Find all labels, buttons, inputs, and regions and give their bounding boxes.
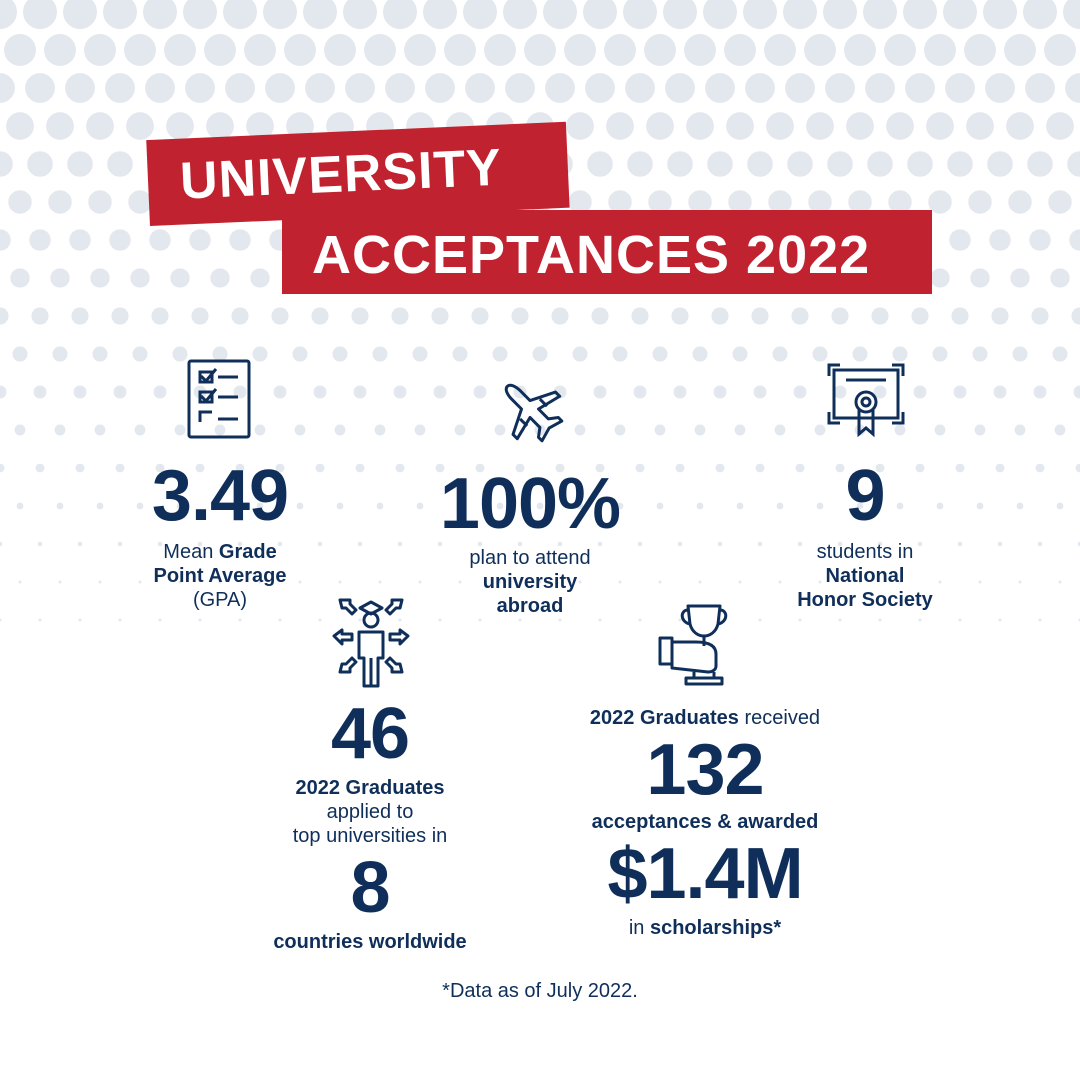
awards-caption-bold1: 2022 Graduates [589,707,739,729]
scholarship-value: $1.4M [607,834,803,914]
gpa-caption-pre: Mean [163,541,219,563]
applied-caption-line2: applied to [326,801,414,823]
applied-value: 46 [330,694,410,774]
airplane-icon [504,383,564,443]
stat-abroad: 100% plan to attend university abroad [420,468,640,618]
stat-awards: 2022 Graduates received 132 acceptances … [540,706,870,940]
gpa-caption-bold2: Point Average [153,565,287,587]
gpa-caption-line3: (GPA) [192,589,248,611]
trophy-hand-icon [658,604,728,686]
applied-caption-bold2: countries worldwide [273,931,467,953]
gpa-value: 3.49 [151,456,289,536]
abroad-caption-line1: plan to attend [469,547,591,569]
checklist-icon [187,359,251,439]
awards-caption-bold2: acceptances & awarded [591,811,819,833]
acceptances-value: 132 [646,730,764,810]
stat-honor: 9 students in National Honor Society [760,460,970,612]
certificate-icon [827,363,905,438]
footnote: *Data as of July 2022. [442,980,638,1002]
countries-value: 8 [350,848,390,928]
honor-caption-bold2: Honor Society [797,589,933,611]
honor-caption-bold1: National [825,565,905,587]
abroad-value: 100% [439,464,621,544]
honor-value: 9 [845,456,885,536]
applied-caption-bold1: 2022 Graduates [295,777,445,799]
graduate-arrows-icon [332,598,410,688]
stat-applied: 46 2022 Graduates applied to top univers… [250,698,490,954]
title-banner-line2: ACCEPTANCES 2022 [282,210,932,294]
applied-caption-line3: top universities in [292,825,448,847]
awards-caption-pre3: in [628,917,650,939]
abroad-caption-bold1: university [482,571,578,593]
awards-caption-post1: received [738,707,821,729]
stat-gpa: 3.49 Mean Grade Point Average (GPA) [120,460,320,612]
awards-caption-bold3: scholarships* [649,917,782,939]
honor-caption-line1: students in [816,541,914,563]
gpa-caption-bold1: Grade [218,541,277,563]
abroad-caption-bold2: abroad [496,595,564,617]
